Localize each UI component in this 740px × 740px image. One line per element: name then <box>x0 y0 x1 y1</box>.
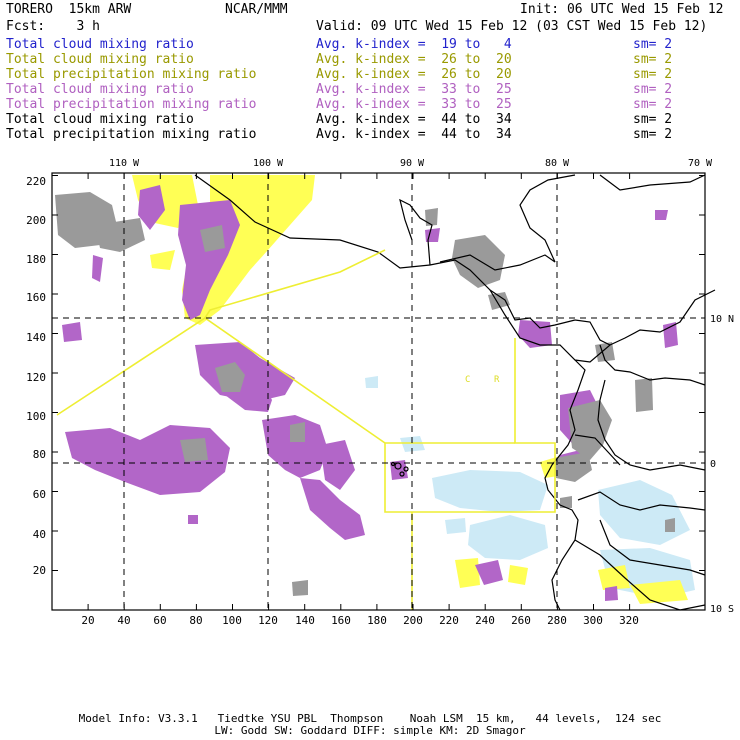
legend-k-index: Avg. k-index = 26 to 20 <box>316 67 512 82</box>
region-label: R <box>494 375 500 385</box>
legend-row: Total cloud mixing ratio Avg. k-index = … <box>6 52 672 67</box>
legend-field-name: Total precipitation mixing ratio <box>6 127 257 142</box>
legend-smoothing: sm= 2 <box>633 82 673 97</box>
lon-label: 70 W <box>688 158 713 169</box>
y-tick-label: 180 <box>26 253 46 266</box>
x-tick-label: 160 <box>331 614 351 627</box>
lat-label: 10 S <box>710 604 734 615</box>
model-title: TORERO 15km ARW <box>6 2 132 17</box>
legend-k-index: Avg. k-index = 26 to 20 <box>316 52 512 67</box>
y-tick-label: 60 <box>33 488 46 501</box>
legend-row: Total precipitation mixing ratio Avg. k-… <box>6 127 672 142</box>
legend-row: Total cloud mixing ratio Avg. k-index = … <box>6 112 672 127</box>
y-tick-label: 120 <box>26 371 46 384</box>
x-tick-label: 300 <box>583 614 603 627</box>
coastlines <box>194 174 716 611</box>
x-tick-label: 60 <box>153 614 166 627</box>
lon-label: 110 W <box>109 158 140 169</box>
axis-ticks <box>51 173 705 611</box>
y-tick-label: 20 <box>33 564 46 577</box>
legend-row: Total cloud mixing ratio Avg. k-index = … <box>6 82 672 97</box>
y-tick-label: 160 <box>26 291 46 304</box>
y-tick-label: 80 <box>33 448 46 461</box>
lat-label: 0 <box>710 459 716 470</box>
legend-k-index: Avg. k-index = 19 to 4 <box>316 37 512 52</box>
lat-lon-grid <box>52 173 705 610</box>
legend-smoothing: sm= 2 <box>633 97 673 112</box>
physics-info-line: LW: Godd SW: Goddard DIFF: simple KM: 2D… <box>214 724 526 737</box>
cloud-layer-gray <box>55 192 675 596</box>
model-info-line: Model Info: V3.3.1 Tiedtke YSU PBL Thomp… <box>78 712 662 725</box>
x-tick-label: 140 <box>295 614 315 627</box>
center-label: NCAR/MMM <box>225 2 288 17</box>
lat-label: 10 N <box>710 314 734 325</box>
x-tick-label: 120 <box>258 614 278 627</box>
forecast-hour: Fcst: 3 h <box>6 19 100 34</box>
x-tick-label: 200 <box>403 614 423 627</box>
y-tick-label: 220 <box>26 175 46 188</box>
x-tick-label: 80 <box>189 614 202 627</box>
x-tick-label: 40 <box>117 614 130 627</box>
init-time: Init: 06 UTC Wed 15 Feb 12 <box>520 2 724 17</box>
x-tick-labels: 20 40 60 80 100 120 140 160 180 200 220 … <box>81 614 639 627</box>
x-tick-label: 220 <box>439 614 459 627</box>
x-tick-label: 180 <box>367 614 387 627</box>
y-tick-label: 40 <box>33 528 46 541</box>
legend-row: Total precipitation mixing ratio Avg. k-… <box>6 67 672 82</box>
legend-smoothing: sm= 2 <box>633 67 673 82</box>
legend-smoothing: sm= 2 <box>633 127 673 142</box>
legend-field-name: Total precipitation mixing ratio <box>6 67 257 82</box>
legend-k-index: Avg. k-index = 44 to 34 <box>316 127 512 142</box>
region-labels: C R <box>465 375 500 385</box>
region-label: C <box>465 375 470 385</box>
legend-field-name: Total cloud mixing ratio <box>6 37 194 52</box>
lon-label: 80 W <box>545 158 570 169</box>
y-tick-label: 140 <box>26 331 46 344</box>
x-tick-label: 20 <box>81 614 94 627</box>
valid-time: Valid: 09 UTC Wed 15 Feb 12 (03 CST Wed … <box>316 19 708 34</box>
legend-field-name: Total cloud mixing ratio <box>6 52 194 67</box>
legend-field-name: Total cloud mixing ratio <box>6 82 194 97</box>
legend-k-index: Avg. k-index = 33 to 25 <box>316 97 512 112</box>
legend-smoothing: sm= 2 <box>633 37 673 52</box>
y-tick-label: 200 <box>26 214 46 227</box>
x-tick-label: 320 <box>619 614 639 627</box>
x-tick-label: 260 <box>511 614 531 627</box>
legend-row: Total precipitation mixing ratio Avg. k-… <box>6 97 672 112</box>
forecast-map: 20 40 60 80 100 120 140 160 180 200 220 … <box>26 158 734 627</box>
legend-k-index: Avg. k-index = 33 to 25 <box>316 82 512 97</box>
lon-label: 90 W <box>400 158 425 169</box>
map-frame <box>51 172 706 611</box>
y-tick-label: 100 <box>26 410 46 423</box>
y-tick-labels: 20 40 60 80 100 120 140 160 180 200 220 <box>26 175 46 577</box>
lon-labels: 110 W 100 W 90 W 80 W 70 W <box>109 158 713 169</box>
cloud-layer-purple <box>62 185 678 601</box>
legend-k-index: Avg. k-index = 44 to 34 <box>316 112 512 127</box>
x-tick-label: 100 <box>222 614 242 627</box>
lon-label: 100 W <box>253 158 284 169</box>
x-tick-label: 240 <box>475 614 495 627</box>
legend-row: Total cloud mixing ratio Avg. k-index = … <box>6 37 672 52</box>
legend-smoothing: sm= 2 <box>633 52 673 67</box>
legend-smoothing: sm= 2 <box>633 112 673 127</box>
legend-field-name: Total cloud mixing ratio <box>6 112 194 127</box>
field-legend: Total cloud mixing ratio Avg. k-index = … <box>6 37 672 142</box>
legend-field-name: Total precipitation mixing ratio <box>6 97 257 112</box>
lat-labels: 10 N 0 10 S <box>710 314 734 615</box>
x-tick-label: 280 <box>547 614 567 627</box>
